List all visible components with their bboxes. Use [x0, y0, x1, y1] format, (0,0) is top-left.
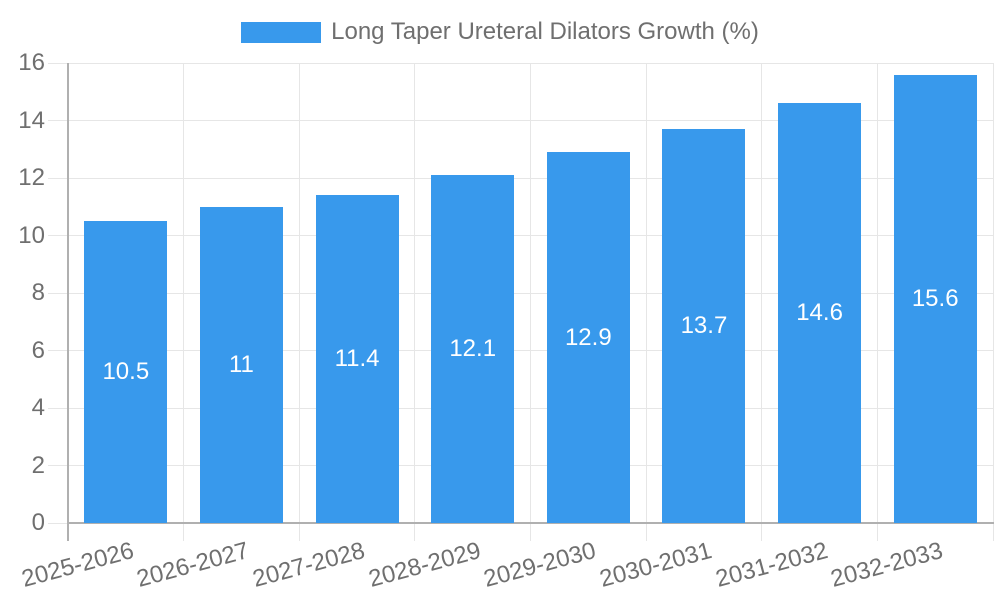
x-axis-label: 2029-2030 — [481, 537, 600, 593]
v-gridline — [645, 63, 647, 523]
y-tick-mark — [48, 292, 68, 294]
x-axis-label: 2031-2032 — [712, 537, 831, 593]
bar-value-label: 13.7 — [680, 312, 728, 340]
legend-label: Long Taper Ureteral Dilators Growth (%) — [331, 18, 759, 45]
bar[interactable]: 11.4 — [315, 195, 399, 523]
x-tick-mark — [761, 523, 763, 541]
v-gridline — [761, 63, 763, 523]
bar-value-label: 10.5 — [102, 358, 150, 386]
bar[interactable]: 12.1 — [431, 175, 515, 523]
v-gridline — [530, 63, 531, 523]
x-tick-mark — [530, 523, 531, 541]
x-axis-label: 2030-2031 — [596, 537, 715, 593]
x-axis-label: 2026-2027 — [134, 537, 253, 593]
legend-swatch — [241, 21, 322, 43]
y-tick-mark — [48, 177, 68, 179]
x-axis-label: 2025-2026 — [18, 537, 137, 593]
v-gridline — [298, 63, 300, 523]
bar[interactable]: 13.7 — [662, 129, 746, 523]
y-tick-mark — [48, 62, 68, 64]
bar-value-label: 11.4 — [334, 345, 380, 373]
y-axis-line — [67, 63, 69, 541]
y-axis-label: 14 — [18, 106, 45, 134]
legend-item[interactable]: Long Taper Ureteral Dilators Growth (%) — [0, 18, 1000, 45]
bar-value-label: 14.6 — [796, 299, 843, 327]
y-axis-label: 2 — [31, 451, 45, 479]
v-gridline — [414, 63, 416, 523]
bar-value-label: 15.6 — [911, 284, 959, 312]
v-gridline — [876, 63, 878, 523]
bar[interactable]: 12.9 — [546, 152, 630, 523]
bar[interactable]: 11 — [199, 206, 283, 523]
bar[interactable]: 14.6 — [778, 103, 862, 523]
x-tick-mark — [645, 523, 647, 541]
x-tick-mark — [414, 523, 416, 541]
x-axis-label: 2032-2033 — [828, 537, 946, 593]
x-tick-mark — [298, 523, 300, 541]
x-tick-mark — [876, 523, 878, 541]
y-axis-label: 4 — [31, 394, 45, 421]
x-axis-label: 2027-2028 — [249, 537, 368, 593]
h-gridline — [68, 62, 993, 64]
y-tick-mark — [48, 407, 68, 409]
y-tick-mark — [48, 120, 68, 121]
bar-value-label: 11 — [228, 350, 254, 378]
y-tick-mark — [48, 465, 68, 466]
y-axis-label: 10 — [18, 221, 45, 249]
v-gridline — [183, 63, 185, 523]
bar-value-label: 12.1 — [449, 335, 497, 363]
y-axis-label: 12 — [18, 164, 45, 191]
y-axis-label: 8 — [31, 279, 45, 306]
bar[interactable]: 10.5 — [84, 221, 168, 523]
bar-value-label: 12.9 — [564, 323, 612, 351]
v-gridline — [992, 63, 994, 523]
y-axis-label: 6 — [31, 336, 45, 364]
bar[interactable]: 15.6 — [893, 74, 977, 523]
y-tick-mark — [48, 235, 68, 236]
x-axis-label: 2028-2029 — [365, 537, 484, 593]
y-tick-mark — [48, 350, 68, 351]
y-axis-label: 16 — [18, 49, 45, 76]
x-axis-line — [67, 522, 994, 524]
x-tick-mark — [992, 523, 994, 541]
y-tick-mark — [48, 522, 68, 524]
x-tick-mark — [183, 523, 185, 541]
y-axis-label: 0 — [31, 509, 45, 536]
